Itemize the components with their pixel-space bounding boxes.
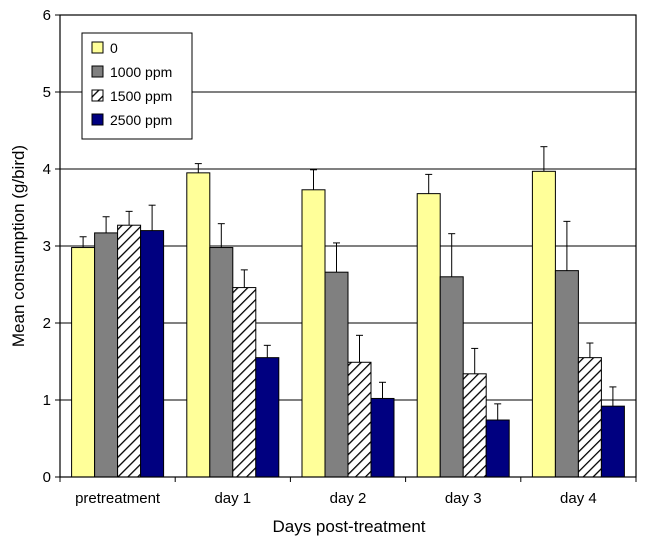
bar bbox=[95, 233, 118, 477]
bar bbox=[601, 406, 624, 477]
bars-group bbox=[72, 147, 625, 477]
bar bbox=[233, 288, 256, 477]
bar bbox=[417, 194, 440, 477]
x-axis-ticks: pretreatment day 1 day 2 day 3 day 4 bbox=[60, 477, 636, 507]
legend-swatch bbox=[92, 114, 103, 125]
bar bbox=[325, 272, 348, 477]
x-tick-label: day 3 bbox=[445, 490, 482, 507]
bar bbox=[440, 277, 463, 477]
legend-swatch bbox=[92, 90, 103, 101]
y-tick-label: 4 bbox=[43, 161, 51, 178]
bar bbox=[302, 190, 325, 477]
x-tick-label: day 1 bbox=[214, 490, 251, 507]
bar bbox=[187, 173, 210, 477]
legend-swatch bbox=[92, 42, 103, 53]
bar bbox=[72, 248, 95, 477]
x-tick-label: pretreatment bbox=[75, 490, 161, 507]
legend-label: 1500 ppm bbox=[110, 88, 172, 104]
bar bbox=[371, 398, 394, 477]
bar bbox=[555, 271, 578, 477]
legend-label: 1000 ppm bbox=[110, 64, 172, 80]
y-tick-label: 3 bbox=[43, 238, 51, 255]
bar bbox=[118, 225, 141, 477]
bar bbox=[532, 171, 555, 477]
legend-label: 2500 ppm bbox=[110, 112, 172, 128]
y-tick-label: 1 bbox=[43, 392, 51, 409]
bar bbox=[486, 420, 509, 477]
legend-swatch bbox=[92, 66, 103, 77]
y-axis-ticks: 0 1 2 3 4 5 6 bbox=[43, 7, 60, 486]
y-tick-label: 2 bbox=[43, 315, 51, 332]
x-tick-label: day 4 bbox=[560, 490, 597, 507]
bar bbox=[210, 248, 233, 477]
y-tick-label: 6 bbox=[43, 7, 51, 24]
y-axis-title: Mean consumption (g/bird) bbox=[9, 145, 28, 347]
x-tick-label: day 2 bbox=[330, 490, 367, 507]
bar bbox=[348, 362, 371, 477]
legend: 0 1000 ppm 1500 ppm 2500 ppm bbox=[82, 33, 192, 139]
bar bbox=[141, 231, 164, 477]
y-tick-label: 5 bbox=[43, 84, 51, 101]
bar bbox=[463, 374, 486, 477]
legend-label: 0 bbox=[110, 40, 118, 56]
bar bbox=[256, 358, 279, 477]
bar bbox=[578, 358, 601, 477]
x-axis-title: Days post-treatment bbox=[272, 517, 425, 536]
y-tick-label: 0 bbox=[43, 469, 51, 486]
